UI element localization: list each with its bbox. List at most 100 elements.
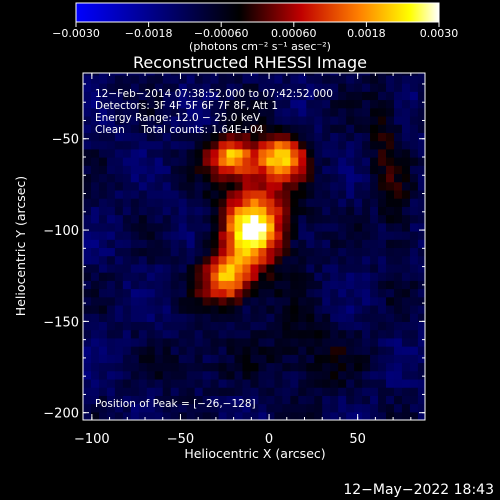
heatmap-cell [258,222,267,232]
heatmap-cell [210,346,220,355]
heatmap-cell [346,206,355,216]
heatmap-cell [210,74,220,84]
heatmap-cell [170,140,180,150]
heatmap-cell [154,313,164,322]
heatmap-cell [274,83,283,92]
heatmap-cell [274,107,283,117]
heatmap-cell [242,115,252,125]
heatmap-cell [178,321,188,331]
heatmap-cell [330,74,339,84]
heatmap-cell [266,387,275,396]
heatmap-cell [393,362,403,372]
heatmap-cell [386,83,395,92]
heatmap-cell [330,222,339,232]
heatmap-cell [90,288,100,298]
heatmap-cell [130,346,140,355]
heatmap-cell [114,91,124,101]
heatmap-cell [378,411,387,420]
heatmap-cell [90,337,100,347]
heatmap-cell [114,124,124,133]
heatmap-cell [282,378,291,388]
heatmap-cell [186,313,196,322]
heatmap-cell [210,173,220,183]
heatmap-cell [83,99,92,109]
heatmap-cell [409,255,419,265]
heatmap-cell [306,346,315,355]
heatmap-cell [322,107,331,117]
heatmap-cell [250,99,260,109]
heatmap-cell [242,321,252,331]
heatmap-cell [170,148,180,158]
heatmap-cell [330,362,339,372]
heatmap-cell [146,370,156,380]
heatmap-cell [258,321,267,331]
heatmap-cell [306,263,315,273]
heatmap-cell [306,132,315,142]
heatmap-cell [210,214,220,224]
heatmap-cell [298,206,307,216]
heatmap-cell [186,329,196,339]
heatmap-cell [314,288,323,298]
heatmap-cell [90,107,100,117]
heatmap-cell [154,198,164,207]
heatmap-cell [258,214,267,224]
heatmap-cell [106,263,116,273]
heatmap-cell [178,280,188,290]
heatmap-cell [162,198,172,207]
heatmap-cell [83,73,92,76]
heatmap-cell [90,222,100,232]
heatmap-cell [202,132,212,142]
heatmap-cell [98,91,108,101]
heatmap-cell [234,288,244,298]
heatmap-cell [122,387,132,396]
heatmap-cell [314,263,323,273]
heatmap-cell [202,288,212,298]
heatmap-cell [122,296,132,306]
heatmap-cell [393,132,403,142]
heatmap-cell [98,148,108,158]
heatmap-cell [130,296,140,306]
heatmap-cell [362,378,371,388]
heatmap-cell [306,337,315,347]
heatmap-cell [162,107,172,117]
heatmap-cell [250,140,260,150]
heatmap-cell [290,157,299,166]
heatmap-cell [322,115,331,125]
heatmap-cell [106,165,116,175]
heatmap-cell [378,337,387,347]
heatmap-cell [218,346,228,355]
heatmap-cell [282,124,291,133]
heatmap-cell [258,387,267,396]
y-axis-label: Heliocentric Y (arcsec) [13,176,28,316]
heatmap-cell [83,148,92,158]
heatmap-cell [146,157,156,166]
heatmap-cell [346,239,355,249]
y-tick-label: −100 [43,224,79,239]
heatmap-cell [114,403,124,413]
heatmap [83,73,425,420]
heatmap-cell [378,140,387,150]
heatmap-cell [130,132,140,142]
heatmap-cell [98,124,108,133]
heatmap-cell [274,337,283,347]
heatmap-cell [338,189,347,199]
heatmap-cell [122,132,132,142]
heatmap-cell [218,272,228,281]
heatmap-cell [282,354,291,364]
heatmap-cell [274,329,283,339]
heatmap-cell [393,346,403,355]
heatmap-cell [362,214,371,224]
heatmap-cell [417,296,425,306]
heatmap-cell [338,346,347,355]
heatmap-cell [186,91,196,101]
heatmap-cell [282,255,291,265]
heatmap-cell [226,354,236,364]
heatmap-cell [138,337,148,347]
heatmap-cell [114,214,124,224]
heatmap-cell [178,313,188,322]
heatmap-cell [130,189,140,199]
heatmap-cell [186,132,196,142]
heatmap-cell [186,165,196,175]
heatmap-cell [314,304,323,314]
heatmap-cell [114,132,124,142]
